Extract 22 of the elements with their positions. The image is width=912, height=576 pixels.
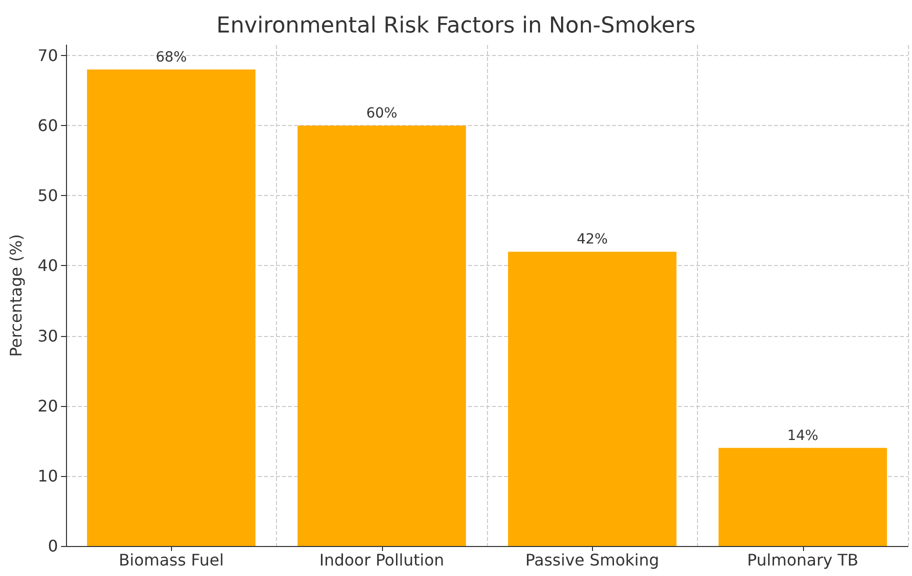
- y-tick-label: 20: [38, 396, 58, 416]
- bar: [87, 70, 256, 546]
- bar: [298, 126, 466, 546]
- y-tick-label: 60: [38, 116, 58, 136]
- bar: [508, 252, 676, 546]
- chart-title: Environmental Risk Factors in Non-Smokers: [216, 14, 696, 38]
- x-tick-label: Biomass Fuel: [118, 550, 224, 570]
- y-tick-label: 30: [38, 326, 58, 346]
- y-tick-label: 70: [38, 46, 58, 66]
- data-label: 60%: [366, 106, 398, 122]
- bar: [718, 448, 887, 546]
- data-label: 42%: [576, 232, 608, 248]
- x-tick-label: Pulmonary TB: [747, 550, 858, 570]
- data-label: 14%: [787, 428, 818, 444]
- y-axis-title: Percentage (%): [6, 234, 26, 357]
- y-tick-label: 0: [48, 536, 58, 556]
- x-tick-label: Passive Smoking: [525, 550, 660, 570]
- y-tick-label: 10: [38, 466, 58, 486]
- x-tick-label: Indoor Pollution: [319, 550, 444, 570]
- data-label: 68%: [156, 50, 187, 66]
- y-tick-label: 50: [38, 186, 58, 206]
- y-tick-label: 40: [38, 256, 58, 276]
